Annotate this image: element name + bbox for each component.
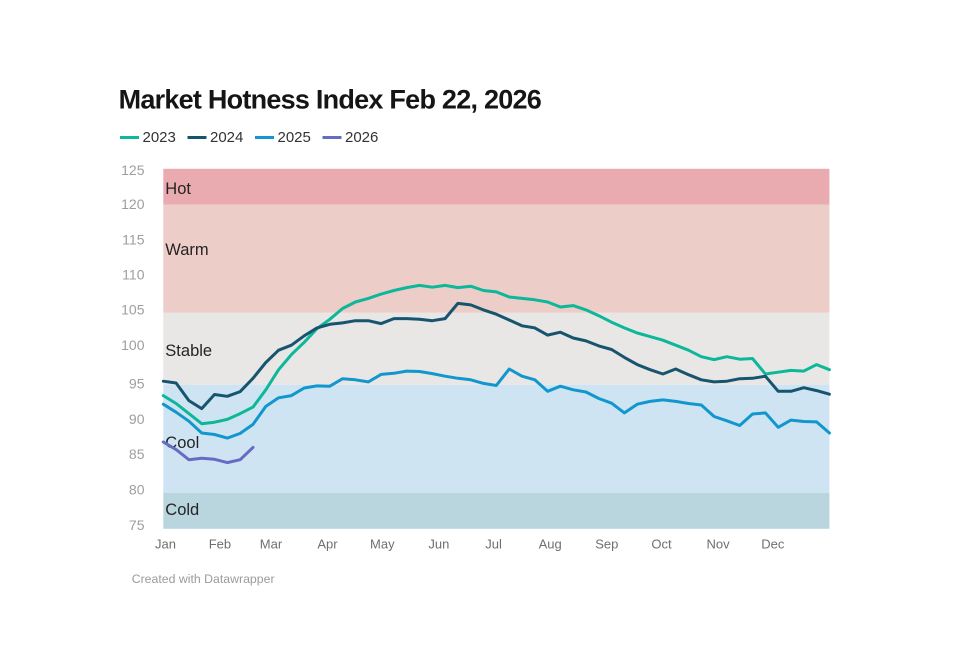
svg-text:Jun: Jun: [428, 537, 449, 552]
svg-text:75: 75: [129, 517, 145, 533]
svg-text:Feb: Feb: [209, 537, 231, 552]
svg-text:Warm: Warm: [165, 241, 208, 259]
svg-text:85: 85: [129, 446, 145, 462]
svg-text:May: May: [370, 537, 395, 552]
svg-text:Created with Datawrapper: Created with Datawrapper: [132, 572, 275, 586]
svg-text:125: 125: [121, 162, 145, 178]
svg-text:120: 120: [121, 196, 145, 212]
svg-text:Mar: Mar: [260, 537, 283, 552]
svg-text:Cold: Cold: [165, 501, 199, 519]
svg-text:2026: 2026: [345, 129, 378, 146]
svg-text:95: 95: [129, 376, 145, 392]
svg-text:Oct: Oct: [651, 537, 672, 552]
svg-text:Nov: Nov: [707, 537, 731, 552]
svg-text:110: 110: [122, 266, 145, 282]
svg-text:Cool: Cool: [165, 434, 199, 452]
svg-text:105: 105: [121, 301, 145, 317]
svg-text:Market Hotness Index Feb 22, 2: Market Hotness Index Feb 22, 2026: [119, 84, 542, 114]
svg-text:80: 80: [129, 482, 145, 498]
svg-text:2024: 2024: [210, 129, 243, 146]
svg-text:Sep: Sep: [595, 537, 618, 552]
svg-text:Hot: Hot: [165, 180, 191, 198]
svg-text:Jan: Jan: [155, 537, 176, 552]
svg-text:115: 115: [122, 231, 145, 247]
svg-text:2025: 2025: [278, 129, 311, 146]
svg-text:90: 90: [129, 411, 145, 427]
svg-text:Jul: Jul: [485, 537, 502, 552]
svg-text:100: 100: [121, 337, 145, 353]
svg-text:Stable: Stable: [165, 342, 212, 360]
svg-text:Apr: Apr: [317, 537, 338, 552]
svg-text:Aug: Aug: [539, 537, 562, 552]
svg-text:2023: 2023: [143, 129, 176, 146]
svg-text:Dec: Dec: [761, 537, 785, 552]
